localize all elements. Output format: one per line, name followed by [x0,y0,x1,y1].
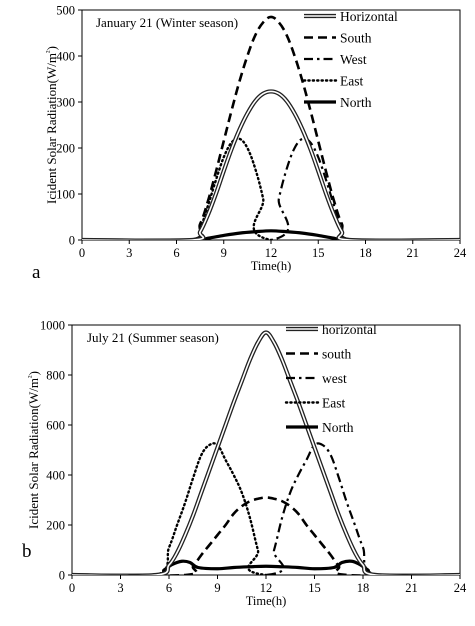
legend-label: East [322,396,345,411]
legend-item-south: south [286,347,352,362]
plot-frame [81,9,461,241]
x-tick-label: 12 [260,581,273,595]
series-north-line [82,229,460,240]
x-tick-label: 0 [69,581,75,595]
series-horizontal-line [82,89,460,240]
x-tick-label: 9 [221,246,227,260]
y-tick-label: 300 [56,96,75,110]
x-tick-label: 18 [357,581,370,595]
legend-label: west [322,371,347,386]
x-tick-label: 24 [454,246,467,260]
legend-item-horizontal: Horizontal [304,9,398,24]
y-tick-label: 500 [56,4,75,18]
x-tick-label: 12 [265,246,278,260]
x-tick-label: 3 [117,581,123,595]
legend-label: East [340,74,363,89]
x-axis-label: Time(h) [246,594,287,608]
series-south-line [82,15,460,240]
legend-label: West [340,52,367,67]
y-axis-label: Icident Solar Radiation(W/m²) [26,371,41,529]
legend-label: Horizontal [340,9,398,24]
legend-item-west: West [304,52,367,67]
series-west-line [72,442,460,575]
plot-frame [71,324,461,576]
chart-title: July 21 (Summer season) [87,330,219,345]
series-east-line [72,442,460,575]
y-tick-label: 400 [46,469,65,483]
legend-label: North [322,420,354,435]
legend-item-west: west [286,371,347,386]
legend-label: horizontal [322,322,377,337]
legend-item-east: East [284,396,345,411]
x-tick-label: 9 [214,581,220,595]
y-axis-label: Icident Solar Radiation(W/m²) [44,46,59,204]
legend-label: south [322,347,352,362]
x-tick-label: 15 [312,246,325,260]
series-horizontal-line [72,330,460,575]
x-tick-label: 18 [359,246,372,260]
legend-item-north: North [304,95,372,110]
legend-item-south: South [304,31,372,46]
y-tick-label: 200 [56,142,75,156]
x-tick-label: 21 [407,246,420,260]
y-tick-label: 0 [69,234,75,248]
x-tick-label: 21 [405,581,418,595]
x-tick-label: 3 [126,246,132,260]
series-east-line [82,137,460,240]
x-tick-label: 0 [79,246,85,260]
y-tick-label: 1000 [40,319,65,333]
x-tick-label: 15 [308,581,321,595]
chart-panel-a: 0 3 6 9 12 15 18 21 24 0 100 200 300 400 500 Time(h) Ici… [32,4,467,284]
legend-item-north: North [286,420,354,435]
legend-label: South [340,31,372,46]
series-south-line [72,496,460,575]
series-north-line [72,559,460,575]
chart-title: January 21 (Winter season) [96,15,238,30]
y-tick-label: 400 [56,50,75,64]
panel-label: b [22,541,32,562]
series-west-line [82,137,460,240]
x-tick-label: 6 [166,581,172,595]
y-tick-label: 800 [46,369,65,383]
y-tick-label: 200 [46,519,65,533]
y-tick-label: 100 [56,188,75,202]
y-tick-label: 600 [46,419,65,433]
x-axis-label: Time(h) [251,259,292,273]
x-tick-label: 24 [454,581,467,595]
legend-item-horizontal: horizontal [286,322,377,337]
chart-panel-b: 0 3 6 9 12 15 18 21 24 0 200 400 600 800 1000 Time(h) Ic… [22,319,467,609]
y-tick-label: 0 [59,569,65,583]
panel-label: a [32,262,41,283]
legend-label: North [340,95,372,110]
legend-item-east: East [302,74,363,89]
x-tick-label: 6 [173,246,179,260]
